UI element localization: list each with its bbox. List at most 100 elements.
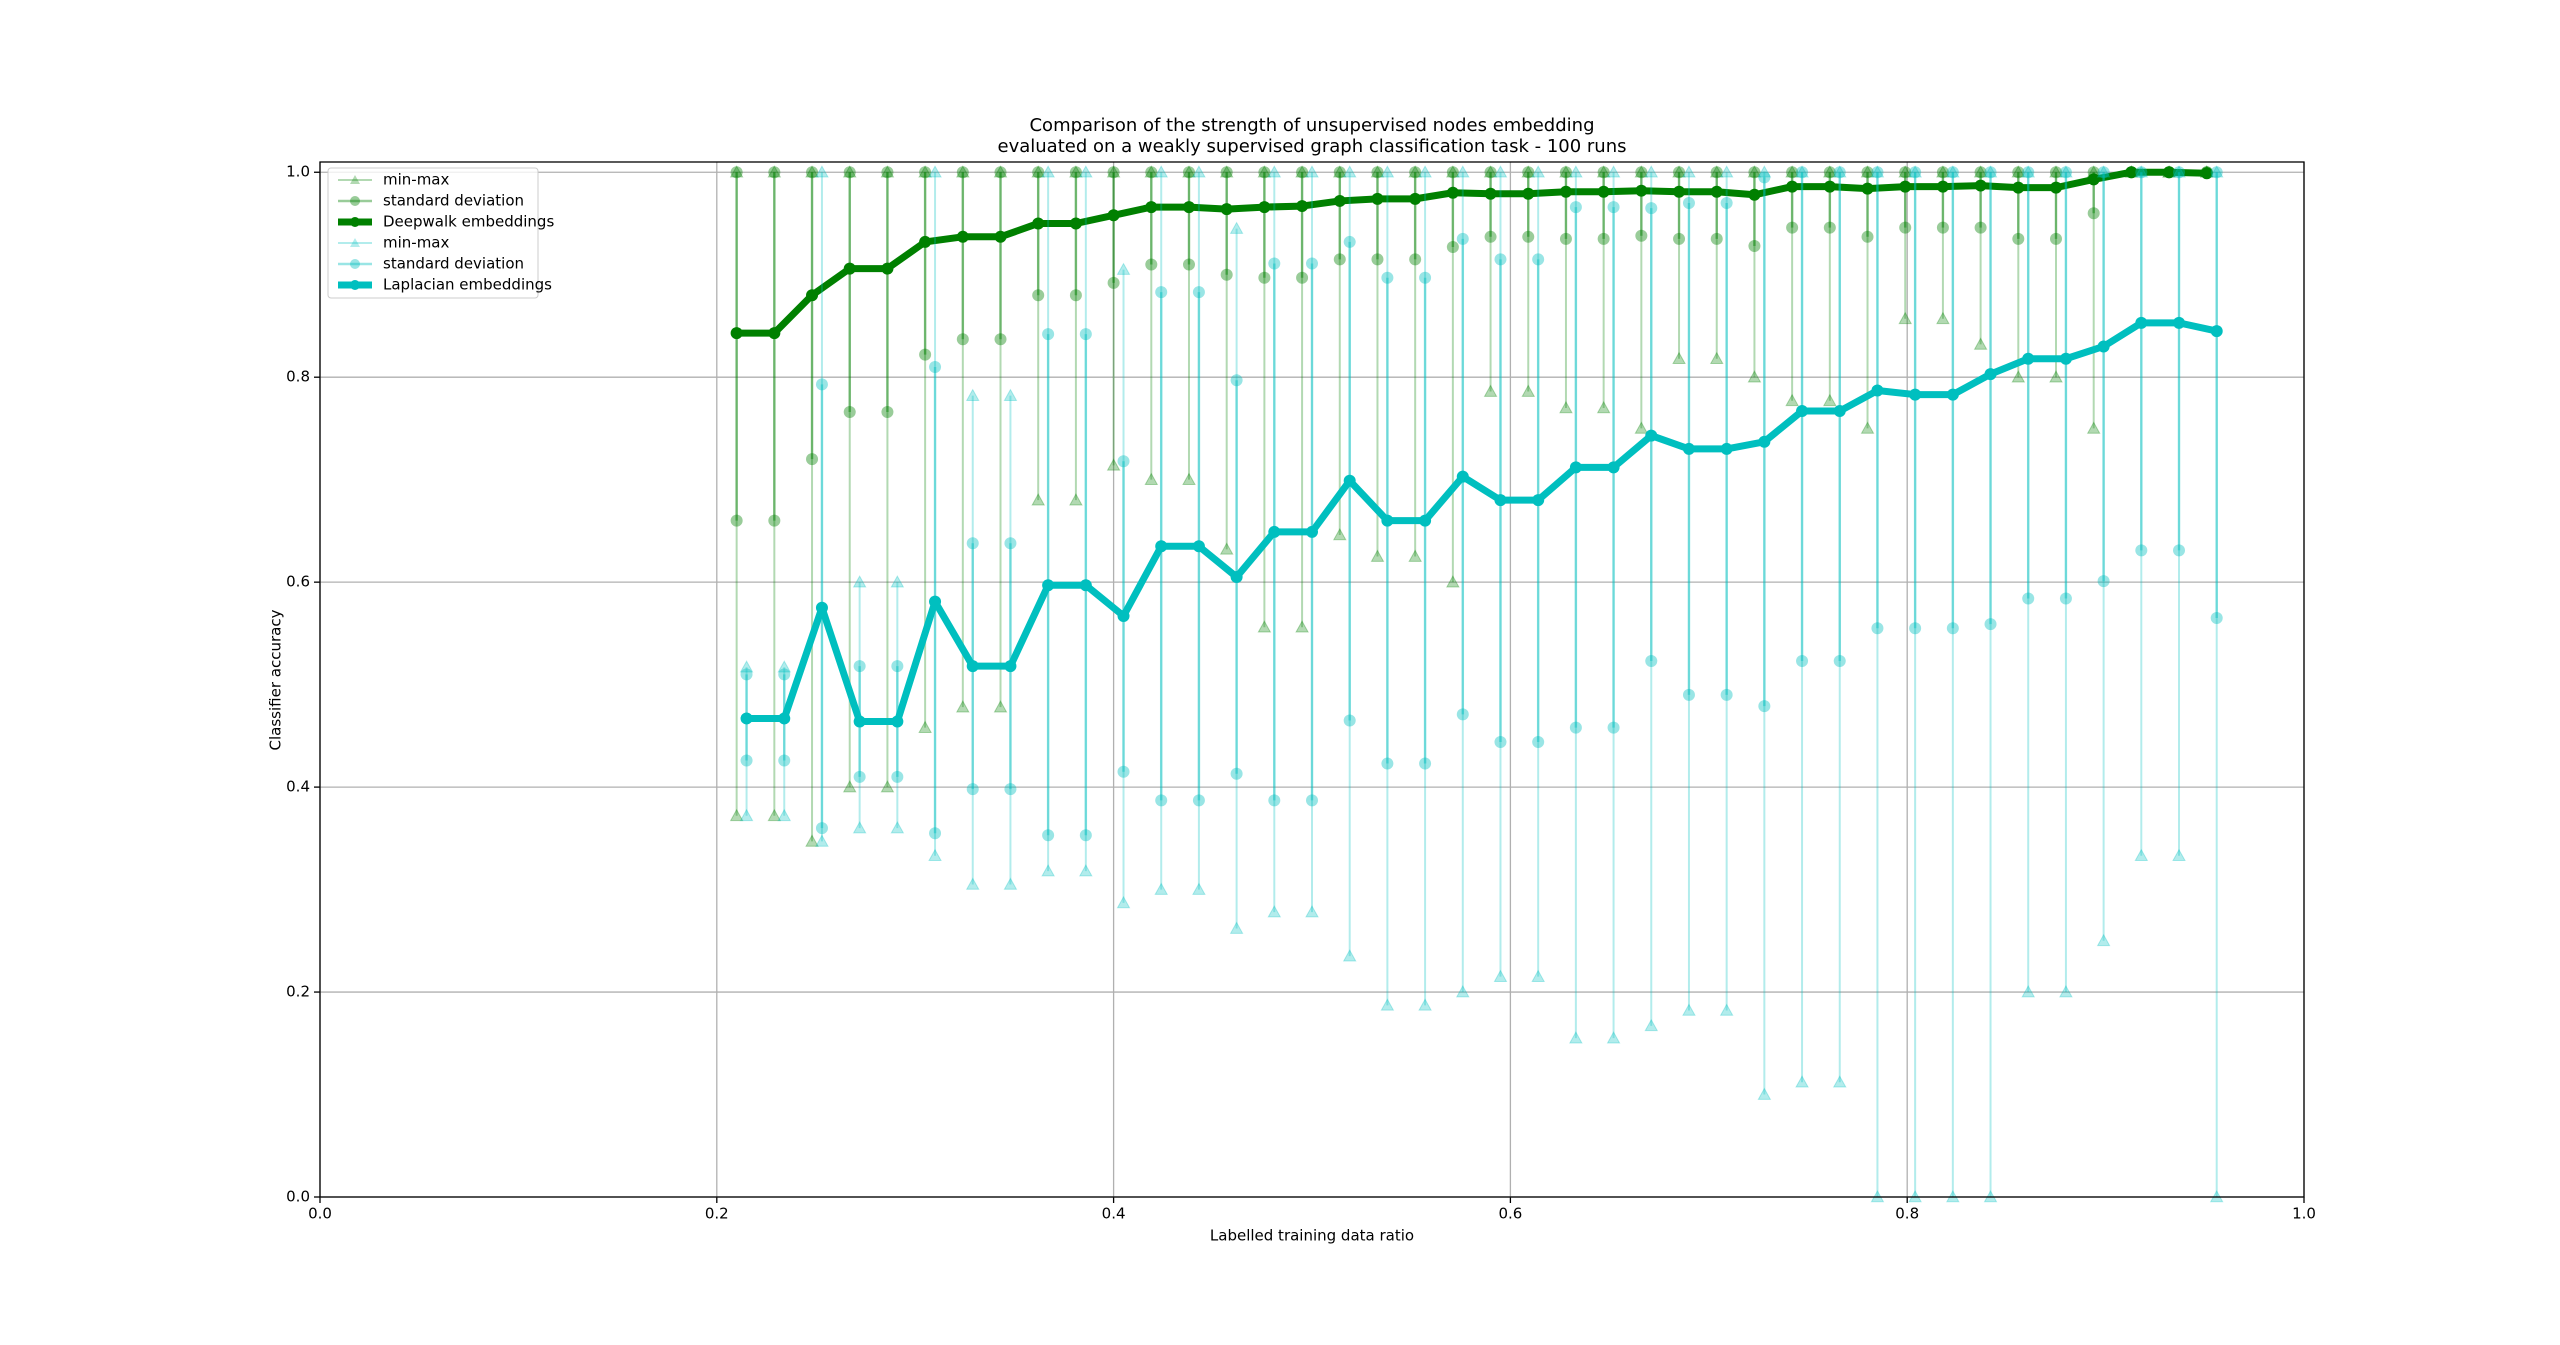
- min-max-marker: [880, 165, 895, 178]
- std-marker: [2210, 612, 2223, 625]
- mean-point: [966, 660, 979, 673]
- std-marker: [1607, 201, 1620, 214]
- std-marker: [1871, 622, 1884, 635]
- min-max-marker: [2059, 985, 2073, 998]
- min-max-marker: [1644, 1018, 1659, 1032]
- legend-marker: [350, 175, 360, 184]
- min-max-marker: [805, 165, 819, 178]
- min-max-marker: [1003, 877, 1018, 890]
- min-max-marker: [1332, 527, 1347, 541]
- std-marker: [1484, 230, 1497, 243]
- min-max-marker: [1531, 969, 1546, 982]
- std-marker: [1145, 258, 1158, 271]
- std-marker: [1230, 374, 1243, 387]
- min-max-marker: [2134, 848, 2149, 862]
- min-max-marker: [767, 808, 782, 822]
- min-max-marker: [842, 165, 857, 178]
- std-marker: [1635, 166, 1648, 179]
- std-marker: [1645, 655, 1658, 668]
- min-max-marker: [1332, 165, 1347, 178]
- mean-point: [2173, 316, 2186, 329]
- min-max-marker: [1596, 165, 1611, 178]
- mean-point: [2012, 181, 2025, 194]
- std-marker: [1720, 688, 1733, 701]
- min-max-marker: [1192, 165, 1206, 178]
- std-marker: [1559, 232, 1572, 245]
- min-max-marker: [1106, 165, 1121, 178]
- min-max-marker: [1257, 165, 1272, 178]
- min-max-marker: [1521, 384, 1536, 397]
- std-marker: [929, 827, 942, 840]
- min-max-marker: [918, 720, 932, 733]
- std-marker: [1042, 328, 1055, 341]
- std-marker: [1371, 253, 1384, 266]
- std-marker: [768, 514, 781, 527]
- std-marker: [1974, 166, 1987, 179]
- legend-marker: [350, 196, 360, 206]
- min-max-marker: [1380, 165, 1395, 178]
- std-marker: [730, 514, 743, 527]
- std-marker: [1107, 166, 1120, 179]
- std-marker: [778, 668, 791, 681]
- mean-point: [1192, 540, 1205, 553]
- mean-point: [1796, 405, 1809, 418]
- std-marker: [1522, 230, 1535, 243]
- mean-point: [1909, 388, 1922, 401]
- std-marker: [956, 333, 969, 346]
- std-marker: [815, 822, 828, 835]
- mean-point: [1032, 217, 1045, 230]
- legend-marker: [350, 217, 360, 227]
- min-max-marker: [1031, 165, 1046, 178]
- min-max-marker: [1709, 351, 1724, 365]
- mean-point: [843, 262, 856, 275]
- std-marker: [843, 166, 856, 179]
- min-max-marker: [1455, 985, 1470, 998]
- std-marker: [1268, 257, 1281, 270]
- legend-label: Deepwalk embeddings: [383, 213, 554, 231]
- std-marker: [1796, 166, 1809, 179]
- std-marker: [740, 754, 753, 767]
- min-max-marker: [890, 575, 905, 588]
- min-max-marker: [1757, 165, 1772, 178]
- min-max-marker: [1719, 165, 1734, 178]
- mean-point: [1446, 186, 1459, 199]
- mean-point: [2059, 352, 2072, 365]
- mean-point: [1645, 429, 1658, 442]
- mean-point: [1004, 660, 1017, 673]
- std-marker: [1946, 166, 1959, 179]
- min-max-marker: [1144, 165, 1159, 178]
- min-max-marker: [1144, 472, 1159, 485]
- min-max-marker: [1606, 165, 1621, 178]
- min-max-marker: [1860, 421, 1875, 434]
- min-max-marker: [2021, 985, 2036, 998]
- mean-point: [1946, 388, 1959, 401]
- std-marker: [1494, 736, 1507, 749]
- min-max-marker: [1295, 165, 1309, 178]
- std-marker: [1220, 166, 1233, 179]
- x-tick-label: 0.8: [1895, 1205, 1919, 1223]
- std-marker: [2135, 166, 2148, 179]
- min-max-marker: [1229, 921, 1244, 934]
- std-marker: [1004, 783, 1017, 796]
- std-marker: [1343, 235, 1356, 248]
- mean-point: [2050, 181, 2062, 194]
- min-max-marker: [1973, 337, 1988, 350]
- std-marker: [956, 166, 969, 179]
- mean-point: [853, 715, 866, 728]
- min-max-marker: [1493, 165, 1508, 178]
- mean-point: [2097, 340, 2110, 353]
- x-tick-label: 0.0: [308, 1205, 332, 1223]
- legend-label: standard deviation: [383, 255, 524, 273]
- mean-point: [815, 601, 828, 614]
- std-marker: [1032, 289, 1045, 302]
- mean-point: [1635, 184, 1648, 197]
- mean-point: [1871, 384, 1884, 397]
- std-marker: [815, 378, 828, 391]
- mean-point: [2125, 166, 2138, 179]
- std-marker: [1296, 271, 1309, 284]
- min-max-marker: [1634, 421, 1649, 434]
- mean-point: [1107, 209, 1120, 222]
- min-max-marker: [777, 660, 792, 673]
- std-marker: [2097, 575, 2110, 588]
- min-max-marker: [1455, 165, 1470, 178]
